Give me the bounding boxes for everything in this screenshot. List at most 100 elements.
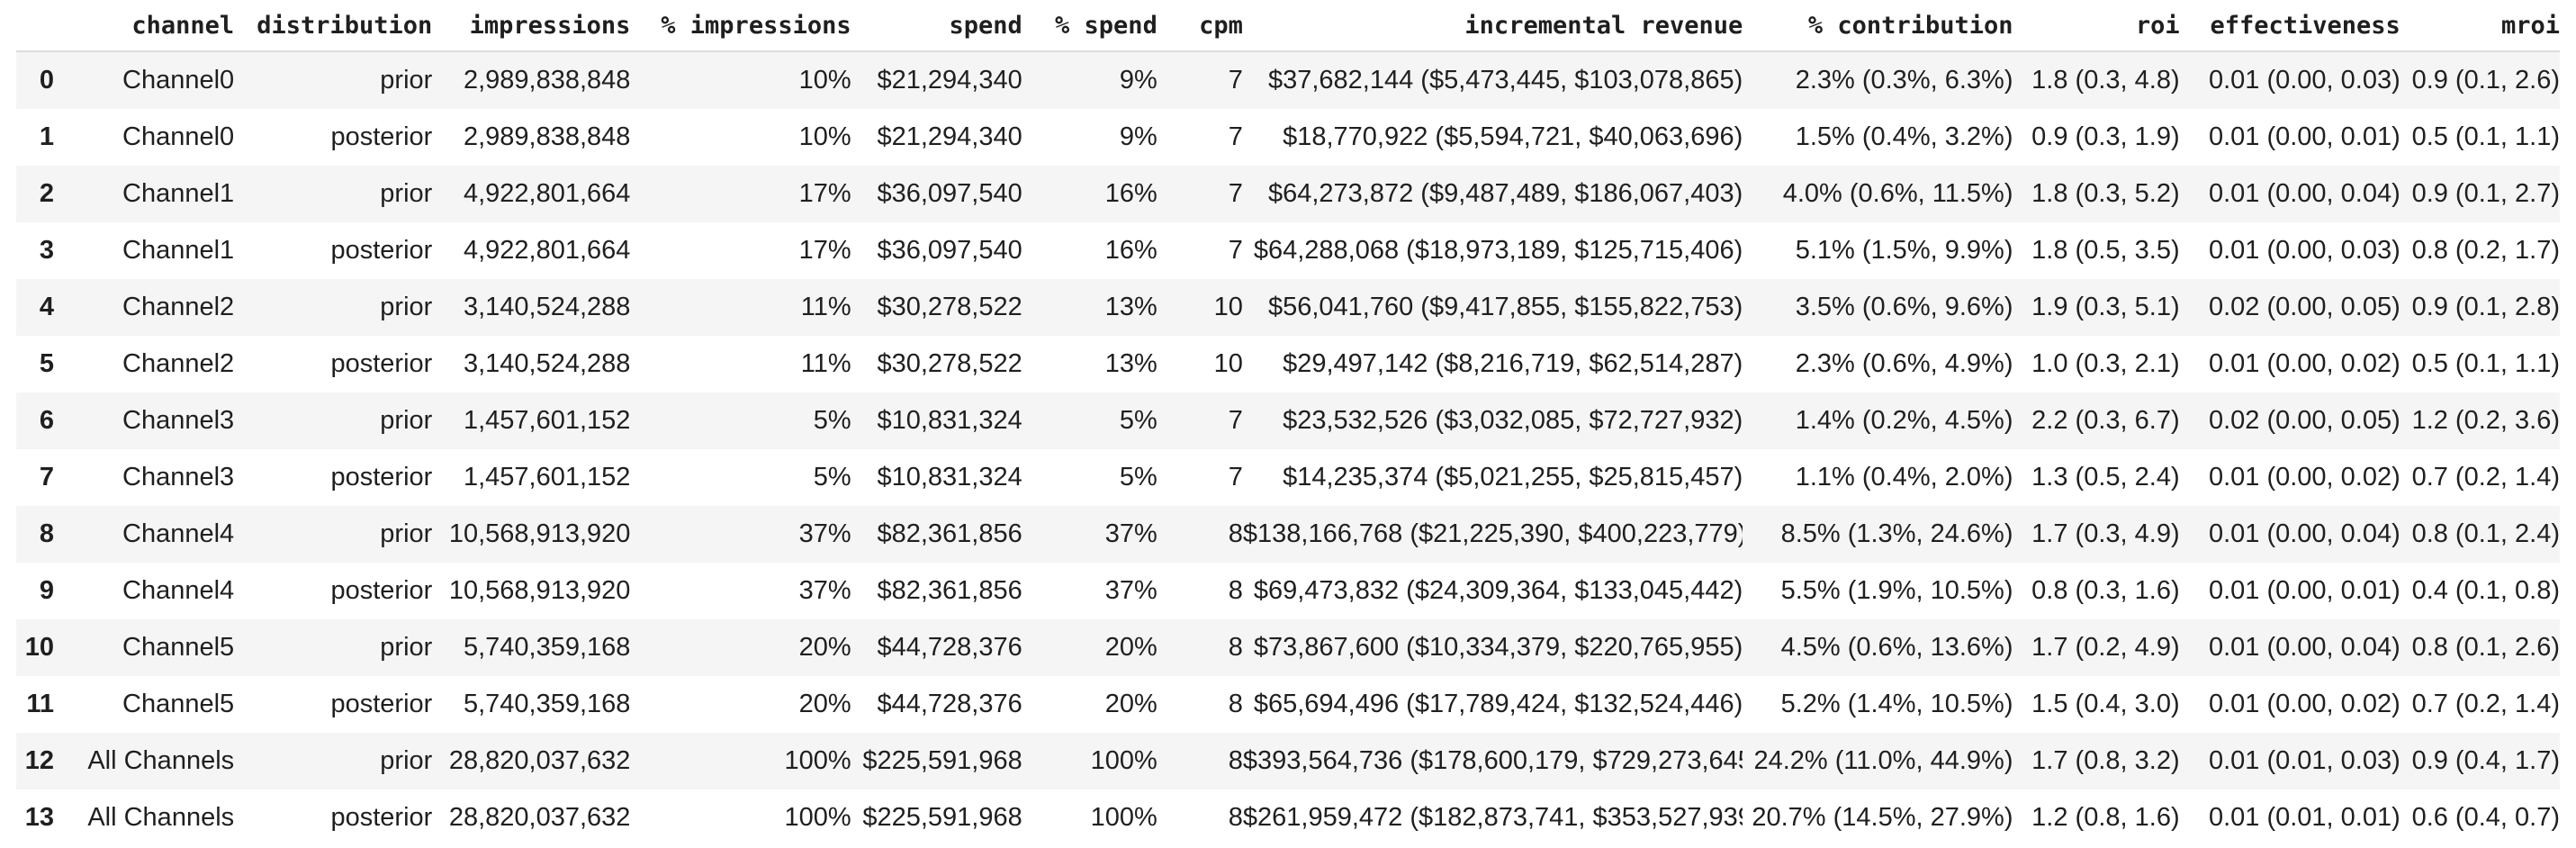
table-cell: 1.1% (0.4%, 2.0%) <box>1795 463 2013 492</box>
table-cell: $225,591,968 <box>862 803 1022 832</box>
table-cell: 0.01 (0.00, 0.04) <box>2208 179 2400 208</box>
table-cell: 7 <box>1228 236 1243 265</box>
dataframe-table: channel distribution impressions% impressi… <box>16 0 2560 846</box>
table-row: 13 All Channels posterior 28,820,037,632 100… <box>16 789 2560 846</box>
row-index: 1 <box>39 122 55 151</box>
table-cell: 1.3 (0.5, 2.4) <box>2031 463 2180 492</box>
table-row: 4 Channel2 prior 3,140,524,288 11% $30,278,52… <box>16 279 2560 336</box>
table-cell: posterior <box>330 463 433 492</box>
table-row: 0 Channel0 prior 2,989,838,848 10% $21,294,34… <box>16 51 2560 109</box>
table-cell: 8.5% (1.3%, 24.6%) <box>1780 519 2013 548</box>
index-column-header <box>16 0 55 52</box>
table-cell: 5.2% (1.4%, 10.5%) <box>1780 690 2013 718</box>
table-cell: $36,097,540 <box>877 179 1022 208</box>
table-cell: $23,532,526 ($3,032,085, $72,727,932) <box>1283 406 1743 435</box>
table-cell: 2,989,838,848 <box>463 66 631 95</box>
column-header-channel: channel <box>54 0 235 52</box>
table-cell: 37% <box>1104 519 1157 548</box>
table-cell: 1.5 (0.4, 3.0) <box>2031 690 2180 718</box>
table-cell: $64,288,068 ($18,973,189, $125,715,406) <box>1253 236 1743 265</box>
table-cell: 1.8 (0.5, 3.5) <box>2031 236 2180 265</box>
table-cell: prior <box>380 406 433 435</box>
table-cell: 1.7 (0.2, 4.9) <box>2031 633 2180 662</box>
table-cell: 13% <box>1104 293 1157 321</box>
table-cell: 10 <box>1213 293 1243 321</box>
table-cell: $261,959,472 ($182,873,741, $353,527,939… <box>1242 803 1743 832</box>
table-cell: 20% <box>798 633 851 662</box>
table-cell: $14,235,374 ($5,021,255, $25,815,457) <box>1283 463 1743 492</box>
table-cell: $69,473,832 ($24,309,364, $133,045,442) <box>1253 576 1743 605</box>
table-cell: Channel2 <box>122 349 235 378</box>
row-index: 12 <box>24 746 55 775</box>
table-cell: 0.5 (0.1, 1.1) <box>2411 349 2560 378</box>
table-cell: All Channels <box>87 803 235 832</box>
table-cell: 1.0 (0.3, 2.1) <box>2031 349 2180 378</box>
table-cell: 5,740,359,168 <box>463 633 631 662</box>
table-cell: 5.1% (1.5%, 9.9%) <box>1795 236 2013 265</box>
table-cell: 2.2 (0.3, 6.7) <box>2031 406 2180 435</box>
table-cell: 8 <box>1228 519 1243 548</box>
row-index: 2 <box>39 179 55 208</box>
table-cell: 0.01 (0.01, 0.03) <box>2208 746 2400 775</box>
table-cell: 3,140,524,288 <box>463 293 631 321</box>
table-cell: 5.5% (1.9%, 10.5%) <box>1780 576 2013 605</box>
table-cell: 10% <box>798 66 851 95</box>
table-row: 1 Channel0 posterior 2,989,838,848 10% $21,29… <box>16 109 2560 166</box>
table-cell: 1,457,601,152 <box>463 463 631 492</box>
table-cell: 1,457,601,152 <box>463 406 631 435</box>
table-cell: prior <box>380 519 433 548</box>
table-cell: 0.01 (0.00, 0.01) <box>2208 122 2400 151</box>
row-index: 3 <box>39 236 55 265</box>
table-cell: 0.8 (0.1, 2.4) <box>2411 519 2560 548</box>
table-cell: 0.01 (0.00, 0.04) <box>2208 519 2400 548</box>
row-index: 4 <box>39 293 55 321</box>
table-cell: 0.01 (0.00, 0.03) <box>2208 66 2400 95</box>
table-row: 2 Channel1 prior 4,922,801,664 17% $36,097,54… <box>16 166 2560 222</box>
table-cell: $225,591,968 <box>862 746 1022 775</box>
column-header--spend: % spend <box>1022 0 1157 52</box>
table-cell: 0.9 (0.1, 2.6) <box>2411 66 2560 95</box>
table-row: 5 Channel2 posterior 3,140,524,288 11% $30,27… <box>16 336 2560 392</box>
row-index: 5 <box>39 349 55 378</box>
table-cell: 0.01 (0.00, 0.02) <box>2208 690 2400 718</box>
table-cell: 8 <box>1228 803 1243 832</box>
table-row: 9 Channel4 posterior 10,568,913,920 37% $82,3… <box>16 563 2560 619</box>
column-header--contribution: % contribution <box>1743 0 2013 52</box>
table-cell: $82,361,856 <box>877 576 1022 605</box>
table-cell: 2,989,838,848 <box>463 122 631 151</box>
table-cell: 16% <box>1104 179 1157 208</box>
table-cell: 17% <box>798 179 851 208</box>
table-cell: prior <box>380 746 433 775</box>
table-cell: 0.8 (0.2, 1.7) <box>2411 236 2560 265</box>
table-cell: Channel3 <box>122 406 235 435</box>
table-cell: 17% <box>798 236 851 265</box>
table-cell: 1.2 (0.8, 1.6) <box>2031 803 2180 832</box>
table-cell: 0.01 (0.00, 0.02) <box>2208 349 2400 378</box>
table-cell: 0.7 (0.2, 1.4) <box>2411 690 2560 718</box>
table-cell: 8 <box>1228 633 1243 662</box>
table-header: channel distribution impressions% impressi… <box>16 0 2560 52</box>
table-row: 11 Channel5 posterior 5,740,359,168 20% $44,7… <box>16 676 2560 733</box>
table-cell: $36,097,540 <box>877 236 1022 265</box>
table-cell: $393,564,736 ($178,600,179, $729,273,645… <box>1242 746 1743 775</box>
table-cell: 10,568,913,920 <box>448 519 631 548</box>
table-cell: 8 <box>1228 576 1243 605</box>
table-cell: 2.3% (0.3%, 6.3%) <box>1795 66 2013 95</box>
table-cell: 1.9 (0.3, 5.1) <box>2031 293 2180 321</box>
table-cell: 0.9 (0.1, 2.7) <box>2411 179 2560 208</box>
table-row: 10 Channel5 prior 5,740,359,168 20% $44,728,3… <box>16 619 2560 676</box>
table-cell: prior <box>380 293 433 321</box>
table-cell: 1.4% (0.2%, 4.5%) <box>1795 406 2013 435</box>
table-cell: 0.9 (0.4, 1.7) <box>2411 746 2560 775</box>
table-cell: 28,820,037,632 <box>448 803 631 832</box>
table-cell: 7 <box>1228 179 1243 208</box>
table-cell: 0.5 (0.1, 1.1) <box>2411 122 2560 151</box>
column-header-roi: roi <box>2013 0 2180 52</box>
table-cell: 10,568,913,920 <box>448 576 631 605</box>
table-cell: Channel0 <box>122 66 235 95</box>
table-cell: 1.8 (0.3, 5.2) <box>2031 179 2180 208</box>
table-cell: $37,682,144 ($5,473,445, $103,078,865) <box>1267 66 1743 95</box>
table-cell: $73,867,600 ($10,334,379, $220,765,955) <box>1253 633 1743 662</box>
column-header-spend: spend <box>851 0 1022 52</box>
